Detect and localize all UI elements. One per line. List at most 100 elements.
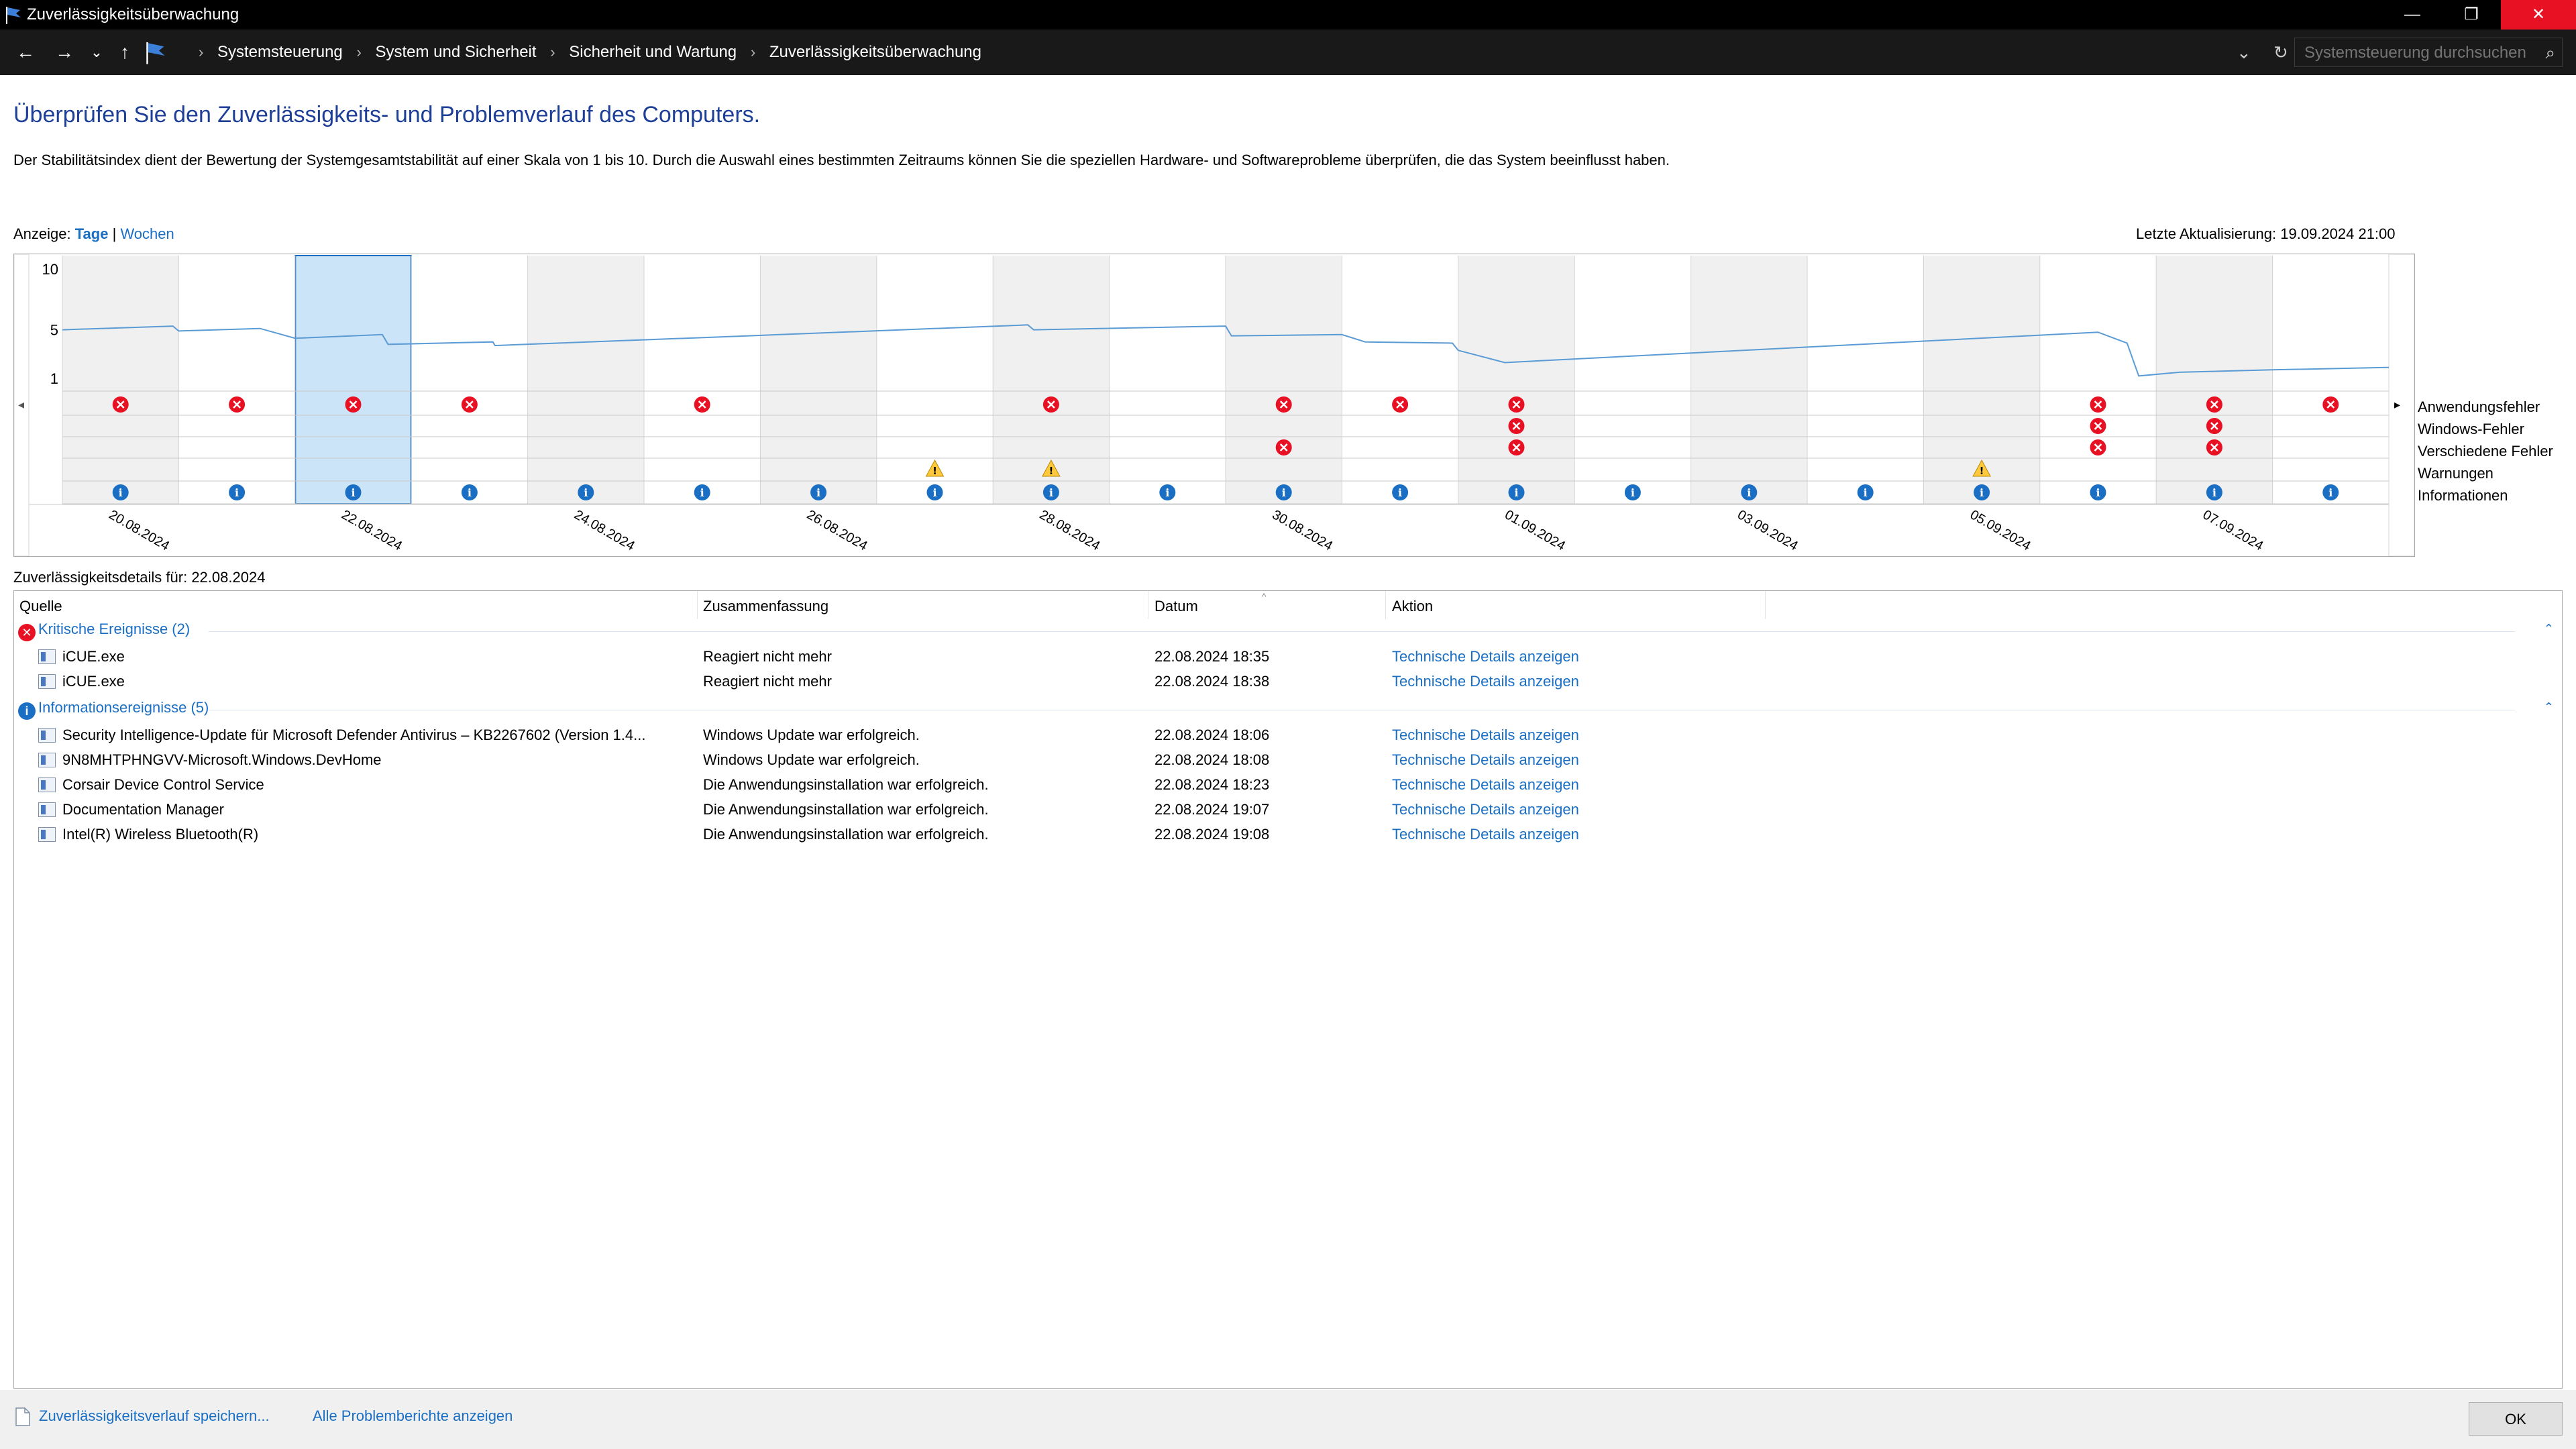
chart-column-25.08[interactable] [644, 256, 761, 504]
row-source: Intel(R) Wireless Bluetooth(R) [62, 826, 259, 843]
minimize-button[interactable]: — [2404, 5, 2420, 23]
information-icon[interactable] [229, 484, 246, 500]
row-summary: Reagiert nicht mehr [703, 648, 832, 665]
all-reports-link[interactable]: Alle Problemberichte anzeigen [313, 1407, 513, 1424]
close-button[interactable]: ✕ [2501, 0, 2576, 30]
warning-icon[interactable] [925, 459, 945, 477]
technical-details-link[interactable]: Technische Details anzeigen [1392, 801, 1579, 818]
chart-column-08.09[interactable] [2272, 256, 2389, 504]
table-row[interactable]: Security Intelligence-Update für Microso… [14, 722, 2557, 747]
column-datum[interactable]: Datum [1155, 598, 1198, 614]
information-icon[interactable] [694, 484, 710, 500]
details-list[interactable]: Quelle Zusammenfassung Datum Aktion ^ ✕ K… [13, 590, 2563, 1389]
chart-column-23.08[interactable] [411, 256, 528, 504]
breadcrumb-separator[interactable]: › [356, 44, 362, 60]
chart-column-26.08[interactable] [760, 256, 877, 504]
chart-column-21.08[interactable] [178, 256, 295, 504]
information-icon[interactable] [1624, 484, 1641, 500]
breadcrumb-separator[interactable]: › [550, 44, 555, 60]
information-mark: i [2096, 486, 2100, 499]
table-row[interactable]: iCUE.exe Reagiert nicht mehr 22.08.2024 18… [14, 669, 2557, 694]
technical-details-link[interactable]: Technische Details anzeigen [1392, 648, 1579, 665]
ok-button[interactable]: OK [2469, 1402, 2563, 1436]
chart-column-20.08[interactable] [62, 256, 179, 504]
information-icon[interactable] [926, 484, 943, 500]
scroll-right-strip[interactable] [2388, 254, 2414, 556]
group-header-0[interactable]: ✕ Kritische Ereignisse (2) [18, 621, 190, 641]
search-icon[interactable]: ⌕ [2545, 42, 2555, 62]
breadcrumb-zuverlaessigkeit[interactable]: Zuverlässigkeitsüberwachung [769, 43, 981, 61]
information-icon[interactable] [1159, 484, 1176, 500]
breadcrumb-system-und-sicherheit[interactable]: System und Sicherheit [375, 43, 537, 61]
refresh-icon[interactable]: ↻ [2273, 42, 2288, 62]
chart-column-31.08[interactable] [1342, 256, 1458, 504]
breadcrumb-separator[interactable]: › [750, 44, 756, 60]
information-icon[interactable] [1275, 484, 1292, 500]
information-icon[interactable] [1857, 484, 1874, 500]
collapse-icon[interactable]: ⌃ [2543, 700, 2554, 714]
technical-details-link[interactable]: Technische Details anzeigen [1392, 673, 1579, 690]
column-aktion[interactable]: Aktion [1392, 598, 1434, 614]
table-row[interactable]: Corsair Device Control Service Die Anwend… [14, 772, 2557, 797]
view-weeks-link[interactable]: Wochen [120, 225, 174, 242]
chart-column-22.08[interactable] [294, 256, 412, 504]
information-icon[interactable] [578, 484, 594, 500]
information-icon[interactable] [461, 484, 478, 500]
column-divider[interactable] [1765, 591, 1766, 619]
error-mark [1512, 422, 1521, 430]
recent-locations-button[interactable]: ⌄ [90, 44, 103, 60]
group-label[interactable]: Informationsereignisse (5) [38, 699, 209, 716]
information-icon[interactable] [2206, 484, 2222, 500]
chart-column-30.08[interactable] [1226, 256, 1342, 504]
warning-icon[interactable] [1972, 459, 1991, 477]
table-row[interactable]: Documentation Manager Die Anwendungsinsta… [14, 797, 2557, 822]
stability-chart[interactable]: ◂ ▸ 10 5 1!!! i i i i i i i i i i i i i i i i i i i i 20.08.2024 2… [13, 254, 2415, 557]
chart-column-29.08[interactable] [1109, 256, 1226, 504]
information-icon[interactable] [810, 484, 827, 500]
group-header-1[interactable]: i Informationsereignisse (5) [18, 699, 209, 720]
breadcrumb-sicherheit-und-wartung[interactable]: Sicherheit und Wartung [569, 43, 737, 61]
column-quelle[interactable]: Quelle [19, 598, 62, 614]
chart-column-01.09[interactable] [1458, 256, 1575, 504]
information-icon[interactable] [345, 484, 362, 500]
chart-column-04.09[interactable] [1807, 256, 1924, 504]
save-history-link[interactable]: Zuverlässigkeitsverlauf speichern... [39, 1407, 270, 1424]
information-icon[interactable] [2322, 484, 2339, 500]
information-icon[interactable] [1508, 484, 1525, 500]
table-row[interactable]: iCUE.exe Reagiert nicht mehr 22.08.2024 18… [14, 644, 2557, 669]
information-icon[interactable] [1392, 484, 1409, 500]
scroll-left-icon[interactable]: ◂ [18, 398, 24, 412]
warning-icon[interactable] [1042, 459, 1061, 477]
collapse-icon[interactable]: ⌃ [2543, 622, 2554, 635]
chart-column-02.09[interactable] [1574, 256, 1691, 504]
column-divider[interactable] [697, 591, 698, 619]
scroll-right-icon[interactable]: ▸ [2394, 398, 2400, 412]
search-box[interactable]: ⌕ [2294, 38, 2563, 67]
information-icon[interactable] [112, 484, 129, 500]
information-icon[interactable] [1042, 484, 1059, 500]
chart-column-07.09[interactable] [2156, 256, 2273, 504]
chart-column-06.09[interactable] [2039, 256, 2157, 504]
information-icon[interactable] [1974, 484, 1990, 500]
table-row[interactable]: Intel(R) Wireless Bluetooth(R) Die Anwend… [14, 822, 2557, 847]
forward-button[interactable]: → [55, 42, 74, 62]
chart-column-03.09[interactable] [1690, 256, 1807, 504]
search-input[interactable] [2303, 41, 2527, 65]
group-label[interactable]: Kritische Ereignisse (2) [38, 621, 191, 637]
technical-details-link[interactable]: Technische Details anzeigen [1392, 727, 1579, 743]
view-days-link[interactable]: Tage [74, 225, 109, 242]
technical-details-link[interactable]: Technische Details anzeigen [1392, 826, 1579, 843]
maximize-button[interactable]: ❐ [2464, 5, 2479, 23]
breadcrumb-systemsteuerung[interactable]: Systemsteuerung [217, 43, 343, 61]
up-button[interactable]: ↑ [120, 42, 129, 62]
back-button[interactable]: ← [16, 42, 35, 62]
column-zusammenfassung[interactable]: Zusammenfassung [703, 598, 829, 614]
technical-details-link[interactable]: Technische Details anzeigen [1392, 751, 1579, 768]
technical-details-link[interactable]: Technische Details anzeigen [1392, 776, 1579, 793]
information-icon[interactable] [1741, 484, 1758, 500]
chart-column-24.08[interactable] [527, 256, 644, 504]
information-icon[interactable] [2090, 484, 2106, 500]
column-divider[interactable] [1385, 591, 1386, 619]
table-row[interactable]: 9N8MHTPHNGVV-Microsoft.Windows.DevHome Wi… [14, 747, 2557, 772]
address-dropdown-icon[interactable]: ⌄ [2237, 42, 2251, 62]
